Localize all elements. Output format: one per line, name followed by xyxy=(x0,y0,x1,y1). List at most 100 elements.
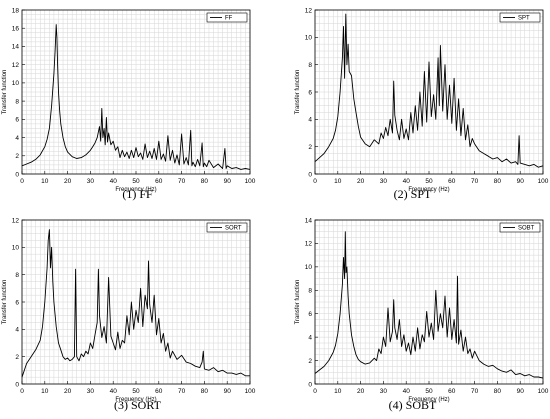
legend: SOBT xyxy=(499,222,541,233)
y-tick-label: 18 xyxy=(12,7,20,14)
chart-ff: 0 10 20 30 40 50 60 70 80 90 100 0 2 4 6 8 10 12 14 16 18 Fre… xyxy=(2,7,256,193)
caption-sobt: (4) SOBT xyxy=(388,398,437,412)
chart-spt: 0 10 20 30 40 50 60 70 80 90 100 0 2 4 6 8 10 12 Frequency… xyxy=(295,7,549,193)
x-tick-label: 60 xyxy=(155,178,163,185)
x-tick-label: 90 xyxy=(224,388,232,395)
legend: SPT xyxy=(499,12,541,23)
legend-label: FF xyxy=(225,16,233,22)
y-tick-label: 6 xyxy=(15,117,19,124)
x-tick-label: 60 xyxy=(448,388,456,395)
chart-sort: 0 10 20 30 40 50 60 70 80 90 100 0 2 4 6 8 10 12 Frequency… xyxy=(2,217,256,403)
legend: SORT xyxy=(206,222,248,233)
x-tick-label: 0 xyxy=(313,388,317,395)
legend-label: SORT xyxy=(225,226,242,232)
x-tick-label: 70 xyxy=(178,388,186,395)
caption-sort: (3) SORT xyxy=(114,398,161,412)
chart-sobt: 0 10 20 30 40 50 60 70 80 90 100 0 2 4 6 8 10 12 14 Frequen… xyxy=(295,217,549,403)
legend-box xyxy=(499,222,541,233)
x-tick-label: 50 xyxy=(132,178,140,185)
x-tick-label: 60 xyxy=(155,388,163,395)
y-tick-label: 12 xyxy=(305,7,313,14)
x-axis-label: Frequency (Hz) xyxy=(408,397,449,403)
y-tick-label: 6 xyxy=(308,89,312,96)
y-tick-label: 4 xyxy=(15,135,19,142)
x-tick-label: 90 xyxy=(224,178,232,185)
x-tick-label: 80 xyxy=(494,388,502,395)
legend: FF xyxy=(206,12,248,23)
y-tick-label: 2 xyxy=(308,358,312,365)
x-tick-label: 70 xyxy=(178,178,186,185)
legend-label: SOBT xyxy=(518,226,535,232)
y-tick-label: 8 xyxy=(15,272,19,279)
x-tick-label: 40 xyxy=(403,178,411,185)
x-tick-label: 50 xyxy=(425,178,433,185)
x-tick-label: 100 xyxy=(538,388,549,395)
y-tick-label: 14 xyxy=(305,217,313,224)
y-tick-label: 4 xyxy=(308,117,312,124)
x-tick-label: 30 xyxy=(87,388,95,395)
x-tick-label: 20 xyxy=(357,178,365,185)
y-axis-label: Transfer function xyxy=(2,70,8,115)
y-tick-label: 2 xyxy=(15,153,19,160)
series-line-spt xyxy=(314,13,544,168)
x-tick-label: 90 xyxy=(517,178,525,185)
x-tick-label: 10 xyxy=(41,178,49,185)
y-tick-label: 12 xyxy=(305,241,313,248)
x-tick-label: 0 xyxy=(20,388,24,395)
grid xyxy=(21,9,251,175)
y-axis-label: Transfer function xyxy=(2,280,8,325)
x-tick-label: 100 xyxy=(245,388,256,395)
y-tick-label: 0 xyxy=(15,171,19,178)
y-tick-label: 2 xyxy=(15,354,19,361)
panel-spt: 0 10 20 30 40 50 60 70 80 90 100 0 2 4 6 8 10 12 Frequency… xyxy=(275,0,550,209)
x-tick-label: 70 xyxy=(471,178,479,185)
series-line-sort xyxy=(21,229,250,378)
y-tick-label: 14 xyxy=(12,44,20,51)
y-tick-label: 6 xyxy=(308,311,312,318)
y-axis-label: Transfer function xyxy=(295,70,301,115)
x-tick-label: 50 xyxy=(425,388,433,395)
y-tick-label: 4 xyxy=(15,327,19,334)
x-tick-label: 20 xyxy=(64,388,72,395)
y-tick-label: 10 xyxy=(12,245,20,252)
panel-ff: 0 10 20 30 40 50 60 70 80 90 100 0 2 4 6 8 10 12 14 16 18 Fre… xyxy=(0,0,275,209)
grid xyxy=(314,9,544,175)
x-tick-label: 100 xyxy=(245,178,256,185)
x-tick-label: 30 xyxy=(380,388,388,395)
x-tick-label: 0 xyxy=(20,178,24,185)
x-tick-label: 80 xyxy=(494,178,502,185)
x-tick-label: 20 xyxy=(64,178,72,185)
y-tick-label: 4 xyxy=(308,334,312,341)
x-tick-label: 30 xyxy=(380,178,388,185)
grid xyxy=(314,219,544,385)
x-tick-label: 50 xyxy=(132,388,140,395)
y-tick-label: 6 xyxy=(15,299,19,306)
x-axis-label: Frequency (Hz) xyxy=(115,397,156,403)
x-tick-label: 40 xyxy=(110,178,118,185)
legend-box xyxy=(499,12,541,23)
y-tick-label: 12 xyxy=(12,62,20,69)
caption-spt: (2) SPT xyxy=(393,187,432,201)
x-tick-label: 80 xyxy=(201,178,209,185)
y-tick-label: 12 xyxy=(12,217,20,224)
y-tick-label: 0 xyxy=(15,381,19,388)
y-tick-label: 8 xyxy=(308,288,312,295)
x-tick-label: 100 xyxy=(538,178,549,185)
panel-sobt: 0 10 20 30 40 50 60 70 80 90 100 0 2 4 6 8 10 12 14 Frequen… xyxy=(275,209,550,418)
x-tick-label: 80 xyxy=(201,388,209,395)
y-tick-label: 10 xyxy=(305,35,313,42)
y-tick-label: 10 xyxy=(305,264,313,271)
legend-box xyxy=(206,222,248,233)
y-tick-label: 8 xyxy=(15,98,19,105)
y-tick-label: 0 xyxy=(308,381,312,388)
x-tick-label: 10 xyxy=(334,178,342,185)
y-tick-label: 16 xyxy=(12,26,20,33)
x-tick-label: 0 xyxy=(313,178,317,185)
y-axis-label: Transfer function xyxy=(295,280,301,325)
y-tick-label: 0 xyxy=(308,171,312,178)
y-tick-label: 2 xyxy=(308,144,312,151)
series-line-ff xyxy=(21,24,251,170)
x-tick-label: 70 xyxy=(471,388,479,395)
panel-sort: 0 10 20 30 40 50 60 70 80 90 100 0 2 4 6 8 10 12 Frequency… xyxy=(0,209,275,418)
